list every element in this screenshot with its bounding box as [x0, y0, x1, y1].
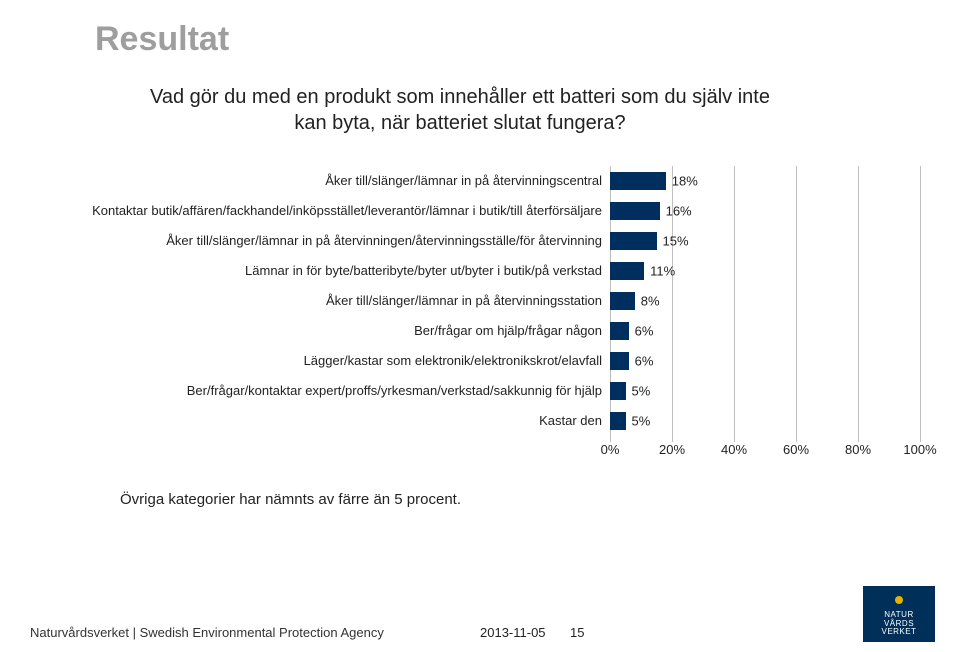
- bar-value-label: 6%: [635, 354, 654, 369]
- footer-page: 15: [570, 625, 584, 640]
- x-tick-label: 20%: [659, 442, 685, 457]
- slide: Resultat Vad gör du med en produkt som i…: [0, 0, 960, 652]
- category-labels: Åker till/slänger/lämnar in på återvinni…: [50, 166, 610, 466]
- gridline: [920, 166, 921, 442]
- x-axis: 0%20%40%60%80%100%: [610, 436, 920, 461]
- category-label: Åker till/slänger/lämnar in på återvinni…: [50, 226, 610, 256]
- logo-text-3: VERKET: [881, 628, 916, 637]
- bar: 5%: [610, 382, 626, 400]
- bar-value-label: 5%: [632, 384, 651, 399]
- x-tick-label: 100%: [903, 442, 936, 457]
- plot-area: 18%16%15%11%8%6%6%5%5% 0%20%40%60%80%100…: [610, 166, 920, 466]
- logo-sun-icon: [890, 591, 908, 609]
- bar: 5%: [610, 412, 626, 430]
- category-label: Kontaktar butik/affären/fackhandel/inköp…: [50, 196, 610, 226]
- bar: 6%: [610, 322, 629, 340]
- category-label: Kastar den: [50, 406, 610, 436]
- x-tick-label: 80%: [845, 442, 871, 457]
- footer-source: Naturvårdsverket | Swedish Environmental…: [30, 625, 384, 640]
- survey-question: Vad gör du med en produkt som innehåller…: [140, 84, 780, 136]
- gridline: [858, 166, 859, 442]
- bar-value-label: 5%: [632, 414, 651, 429]
- category-label: Åker till/slänger/lämnar in på återvinni…: [50, 166, 610, 196]
- bar-chart: Åker till/slänger/lämnar in på återvinni…: [50, 166, 930, 466]
- category-label: Lägger/kastar som elektronik/elektroniks…: [50, 346, 610, 376]
- bar: 15%: [610, 232, 657, 250]
- x-tick-label: 40%: [721, 442, 747, 457]
- category-label: Ber/frågar om hjälp/frågar någon: [50, 316, 610, 346]
- bar-value-label: 15%: [663, 234, 689, 249]
- x-tick-label: 0%: [601, 442, 620, 457]
- page-title: Resultat: [95, 20, 930, 59]
- category-label: Ber/frågar/kontaktar expert/proffs/yrkes…: [50, 376, 610, 406]
- bar: 8%: [610, 292, 635, 310]
- gridline: [796, 166, 797, 442]
- bar-value-label: 8%: [641, 294, 660, 309]
- gridline: [734, 166, 735, 442]
- bars-plot: 18%16%15%11%8%6%6%5%5%: [610, 166, 920, 436]
- footer-date: 2013-11-05: [480, 625, 546, 640]
- bar-value-label: 11%: [650, 264, 675, 279]
- bar: 18%: [610, 172, 666, 190]
- footnote: Övriga kategorier har nämnts av färre än…: [120, 491, 930, 508]
- category-label: Lämnar in för byte/batteribyte/byter ut/…: [50, 256, 610, 286]
- bar: 11%: [610, 262, 644, 280]
- bar: 16%: [610, 202, 660, 220]
- bar: 6%: [610, 352, 629, 370]
- naturvardsverket-logo: NATUR VÅRDS VERKET: [863, 586, 935, 642]
- x-tick-label: 60%: [783, 442, 809, 457]
- bar-value-label: 6%: [635, 324, 654, 339]
- bar-value-label: 18%: [672, 174, 698, 189]
- bar-value-label: 16%: [666, 204, 692, 219]
- category-label: Åker till/slänger/lämnar in på återvinni…: [50, 286, 610, 316]
